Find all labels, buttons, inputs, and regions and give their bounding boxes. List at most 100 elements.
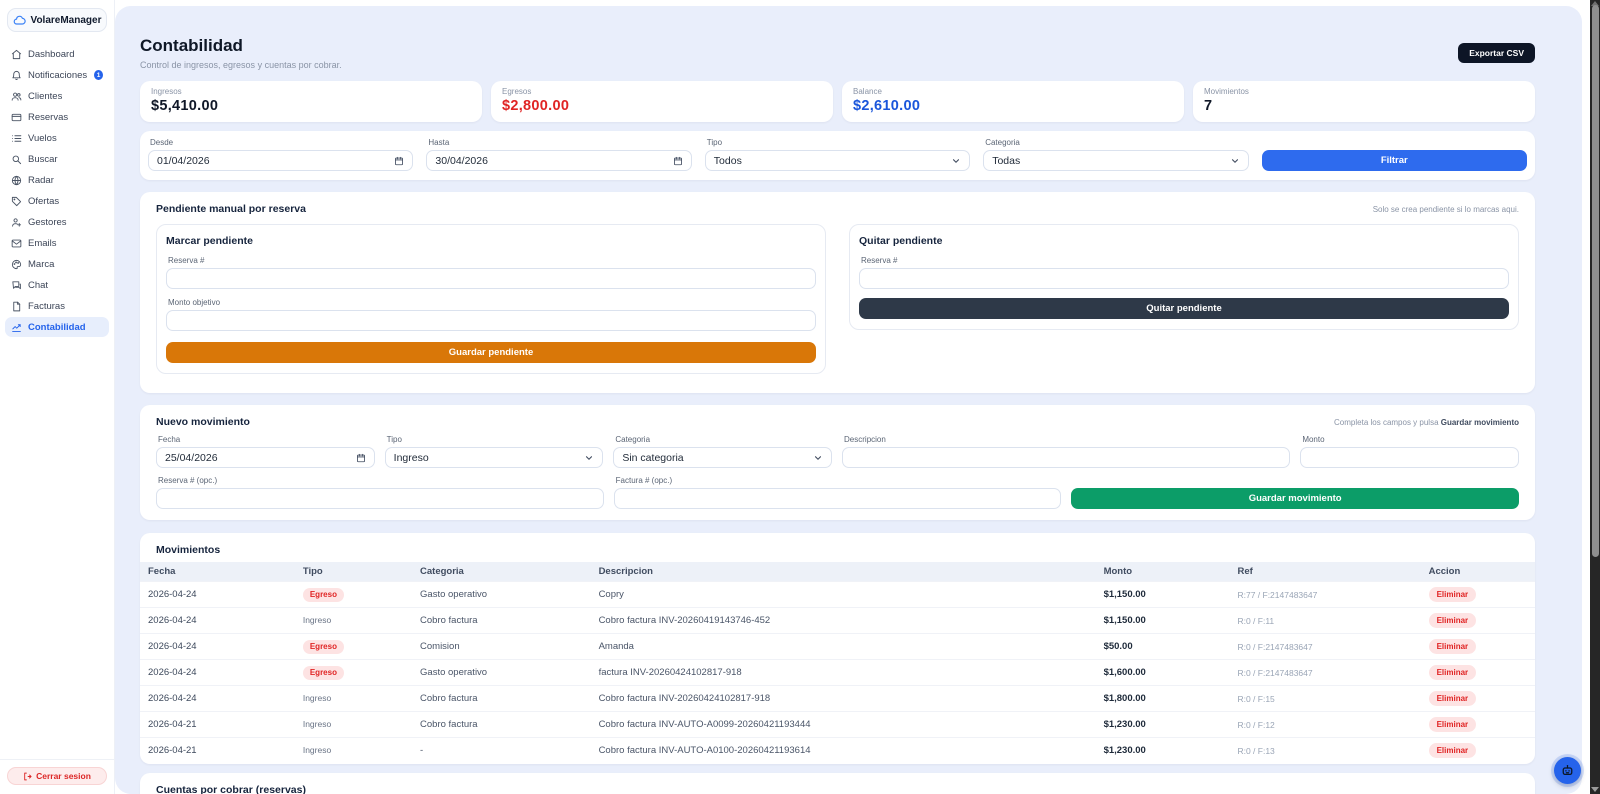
sidebar-item-label: Chat xyxy=(28,279,49,291)
calendar-icon[interactable] xyxy=(356,453,366,463)
col-fecha: Fecha xyxy=(140,562,295,582)
sidebar-item-gestores[interactable]: Gestores xyxy=(5,212,109,232)
reserva-opc-label: Reserva # (opc.) xyxy=(158,476,218,485)
sidebar-item-facturas[interactable]: Facturas xyxy=(5,296,109,316)
sidebar-item-vuelos[interactable]: Vuelos xyxy=(5,128,109,148)
movimientos-table-header: Fecha Tipo Categoria Descripcion Monto R… xyxy=(140,562,1535,582)
export-csv-button[interactable]: Exportar CSV xyxy=(1458,43,1535,63)
nuevo-movimiento-section: Nuevo movimiento Completa los campos y p… xyxy=(140,405,1535,520)
tipo-badge: Egreso xyxy=(302,665,344,680)
sidebar-item-chat[interactable]: Chat xyxy=(5,275,109,295)
calendar-icon[interactable] xyxy=(394,156,404,166)
chevron-down-icon xyxy=(813,453,823,463)
sidebar-item-notificaciones[interactable]: Notificaciones 1 xyxy=(5,65,109,85)
desde-date-input[interactable]: 01/04/2026 xyxy=(148,150,414,171)
descripcion-input[interactable] xyxy=(842,447,1291,468)
cell-ref: R:0 / F:13 xyxy=(1229,737,1421,764)
eliminar-button[interactable]: Eliminar xyxy=(1428,587,1477,602)
categoria-select[interactable]: Todas xyxy=(983,150,1249,171)
scrollbar-up-arrow[interactable] xyxy=(1591,1,1599,6)
sidebar-item-contabilidad[interactable]: Contabilidad xyxy=(5,317,109,337)
quitar-reserva-input[interactable] xyxy=(859,268,1509,289)
tipo-select[interactable]: Todos xyxy=(704,150,971,171)
nuevo-categoria-select[interactable]: Sin categoria xyxy=(613,447,833,468)
reserva-opc-input[interactable] xyxy=(156,488,604,509)
sidebar-item-dashboard[interactable]: Dashboard xyxy=(5,44,109,64)
calendar-icon[interactable] xyxy=(673,156,683,166)
hasta-date-input[interactable]: 30/04/2026 xyxy=(426,150,692,171)
quitar-pendiente-title: Quitar pendiente xyxy=(859,235,943,247)
quitar-pendiente-button[interactable]: Quitar pendiente xyxy=(859,298,1509,319)
nuevo-tipo-select[interactable]: Ingreso xyxy=(384,447,604,468)
nuevo-movimiento-note: Completa los campos y pulsa Guardar movi… xyxy=(1334,417,1519,427)
cell-categoria: Cobro factura xyxy=(412,685,591,712)
hasta-label: Hasta xyxy=(428,138,450,147)
tipo-text: Ingreso xyxy=(302,745,332,756)
desde-value: 01/04/2026 xyxy=(157,154,210,167)
chevron-down-icon xyxy=(951,156,961,166)
filters-bar: Desde 01/04/2026 Hasta 30/04/2026 Tipo T… xyxy=(140,131,1535,180)
sidebar-item-reservas[interactable]: Reservas xyxy=(5,107,109,127)
categoria-label: Categoria xyxy=(615,435,651,444)
app-logo[interactable]: VolareManager xyxy=(7,8,107,32)
sidebar-item-label: Contabilidad xyxy=(28,321,86,333)
cell-categoria: Cobro factura xyxy=(412,711,591,738)
eliminar-button[interactable]: Eliminar xyxy=(1428,665,1477,680)
sidebar-item-emails[interactable]: Emails xyxy=(5,233,109,253)
notification-badge: 1 xyxy=(94,70,103,80)
cell-fecha: 2026-04-21 xyxy=(140,711,295,738)
main-area: Contabilidad Control de ingresos, egreso… xyxy=(115,0,1600,794)
scrollbar-down-arrow[interactable] xyxy=(1591,787,1599,792)
monto-label: Monto xyxy=(1302,435,1325,444)
tipo-text: Ingreso xyxy=(302,615,332,625)
sidebar-item-label: Dashboard xyxy=(28,48,75,60)
eliminar-button[interactable]: Eliminar xyxy=(1428,743,1477,759)
tag-icon xyxy=(11,196,22,207)
cell-fecha: 2026-04-24 xyxy=(140,581,295,608)
chatbot-widget-button[interactable] xyxy=(1554,757,1581,784)
logout-button[interactable]: Cerrar sesion xyxy=(7,767,107,785)
stat-label: Movimientos xyxy=(1204,87,1249,96)
cell-descripcion: Cobro factura INV-AUTO-A0100-20260421193… xyxy=(590,737,1096,764)
cell-fecha: 2026-04-21 xyxy=(140,737,295,764)
filtrar-button[interactable]: Filtrar xyxy=(1261,150,1527,171)
eliminar-button[interactable]: Eliminar xyxy=(1428,639,1477,654)
movimientos-table: Fecha Tipo Categoria Descripcion Monto R… xyxy=(140,562,1535,764)
guardar-movimiento-button[interactable]: Guardar movimiento xyxy=(1071,488,1519,509)
sidebar-item-marca[interactable]: Marca xyxy=(5,254,109,274)
marcar-pendiente-title: Marcar pendiente xyxy=(166,235,253,247)
eliminar-button[interactable]: Eliminar xyxy=(1428,691,1477,706)
sidebar-item-label: Emails xyxy=(28,237,57,249)
sidebar-item-buscar[interactable]: Buscar xyxy=(5,149,109,169)
monto-objetivo-input[interactable] xyxy=(166,310,816,331)
guardar-pendiente-button[interactable]: Guardar pendiente xyxy=(166,342,816,363)
table-row: 2026-04-24 Egreso Gasto operativo Copry … xyxy=(140,581,1535,608)
col-descripcion: Descripcion xyxy=(590,562,1096,582)
contabilidad-page: Contabilidad Control de ingresos, egreso… xyxy=(115,6,1582,794)
cell-monto: $1,150.00 xyxy=(1095,581,1230,608)
cell-monto: $1,150.00 xyxy=(1095,607,1230,634)
sidebar-item-clientes[interactable]: Clientes xyxy=(5,86,109,106)
stat-card-balance: Balance $2,610.00 xyxy=(842,81,1184,122)
search-icon xyxy=(11,154,22,165)
fecha-date-input[interactable]: 25/04/2026 xyxy=(156,447,375,468)
marcar-reserva-input[interactable] xyxy=(166,268,816,289)
eliminar-button[interactable]: Eliminar xyxy=(1428,717,1477,732)
cell-fecha: 2026-04-24 xyxy=(140,685,295,712)
scrollbar-track[interactable] xyxy=(1590,0,1600,794)
scrollbar-thumb[interactable] xyxy=(1591,5,1599,557)
credit-card-icon xyxy=(11,112,22,123)
categoria-selected-value: Todas xyxy=(992,154,1021,167)
sidebar-item-radar[interactable]: Radar xyxy=(5,170,109,190)
cloud-icon xyxy=(13,14,26,27)
factura-opc-input[interactable] xyxy=(613,488,1062,509)
nuevo-movimiento-title: Nuevo movimiento xyxy=(156,416,250,428)
table-row: 2026-04-21 Ingreso - Cobro factura INV-A… xyxy=(140,737,1535,764)
sidebar-item-ofertas[interactable]: Ofertas xyxy=(5,191,109,211)
invoice-icon xyxy=(11,301,22,312)
cell-monto: $1,230.00 xyxy=(1095,737,1230,764)
monto-input[interactable] xyxy=(1300,447,1519,468)
pendiente-title: Pendiente manual por reserva xyxy=(156,203,306,215)
eliminar-button[interactable]: Eliminar xyxy=(1428,613,1477,628)
logout-label: Cerrar sesion xyxy=(36,771,91,781)
